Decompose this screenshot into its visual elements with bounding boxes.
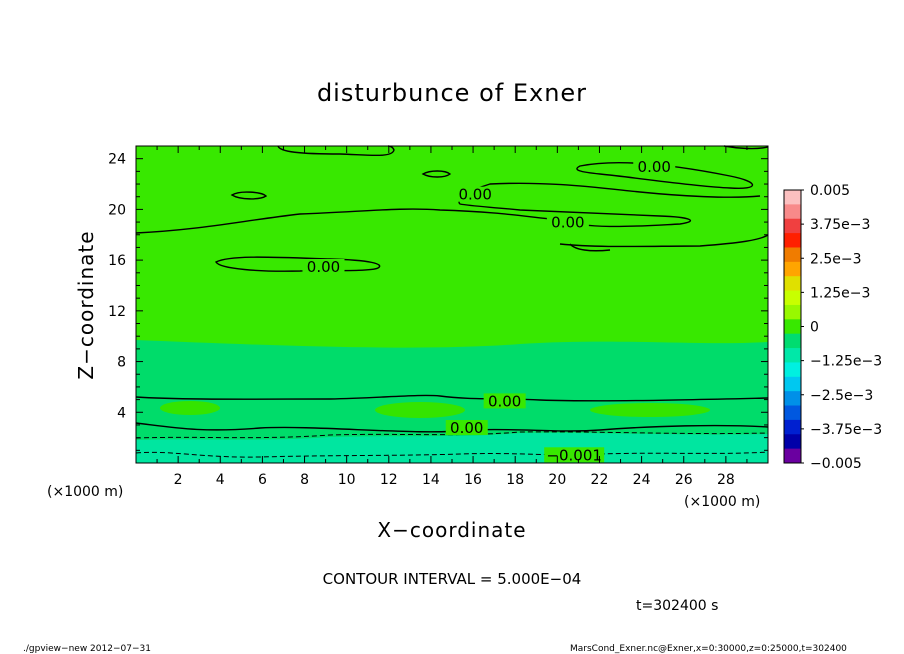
- y-tick-label: 24: [108, 152, 126, 168]
- contour-label-bg: [445, 420, 488, 436]
- x-tick-label: 4: [216, 472, 225, 488]
- plot-area: 0.00 0.00 −0.001 0.00 0.00 0.00 0.00: [135, 145, 769, 464]
- colorbar-swatch: [784, 319, 801, 335]
- colorbar-swatch: [784, 333, 801, 349]
- x-tick-label: 26: [675, 472, 693, 488]
- x-tick-label: 2: [174, 472, 183, 488]
- contour-label-bg: [544, 447, 605, 463]
- contour-line: [277, 145, 395, 157]
- x-tick-label: 18: [506, 472, 524, 488]
- contour-line: [135, 394, 769, 402]
- x-tick-label: 10: [338, 472, 356, 488]
- contour-line: [559, 234, 769, 248]
- contour-label: 0.00: [638, 158, 671, 176]
- x-tick-label: 20: [548, 472, 566, 488]
- y-tick-label: 12: [108, 304, 126, 320]
- contour-label: −0.001: [546, 446, 602, 464]
- colorbar-label: 1.25e−3: [810, 285, 870, 301]
- contour-label-bg: [454, 186, 497, 202]
- x-tick-label: 6: [258, 472, 267, 488]
- x-tick-label: 28: [717, 472, 735, 488]
- colorbar-swatch: [784, 218, 801, 234]
- colorbar-swatch: [784, 434, 801, 450]
- contour-line-negative: [135, 431, 769, 439]
- contour-line: [421, 170, 452, 178]
- colorbar-label: −0.005: [810, 456, 862, 472]
- contour-label: 0.00: [307, 258, 340, 276]
- contour-label: 0.00: [458, 186, 491, 204]
- contour-label-bg: [633, 158, 676, 174]
- colorbar-label: −3.75e−3: [810, 422, 882, 438]
- colorbar-label: −1.25e−3: [810, 354, 882, 370]
- colorbar-swatch: [784, 204, 801, 220]
- time-text: t=302400 s: [636, 598, 718, 614]
- colorbar-swatch: [784, 419, 801, 435]
- contour-label-bg: [546, 214, 589, 230]
- x-axis-label: X−coordinate: [377, 518, 526, 542]
- x-tick-label: 22: [591, 472, 609, 488]
- contour-label: 0.00: [450, 419, 483, 437]
- colorbar-label: 0: [810, 320, 819, 336]
- colorbar-swatch: [784, 391, 801, 407]
- x-tick-label: 16: [464, 472, 482, 488]
- colorbar-label: 0.005: [810, 183, 850, 199]
- y-tick-label: 8: [117, 355, 126, 371]
- field-patch: [375, 402, 465, 418]
- y-tick-label: 4: [117, 405, 126, 421]
- field-surface-band: [136, 432, 768, 463]
- contour-label: 0.00: [551, 214, 584, 232]
- field-patch: [590, 403, 710, 417]
- footer-right: MarsCond_Exner.nc@Exner,x=0:30000,z=0:25…: [570, 644, 847, 654]
- contour-line: [215, 256, 381, 272]
- x-unit-label-right: (×1000 m): [684, 494, 760, 510]
- x-tick-label: 8: [300, 472, 309, 488]
- x-tick-label: 14: [422, 472, 440, 488]
- contour-label-bg: [483, 393, 526, 409]
- contour-line: [569, 243, 611, 252]
- y-tick-label: 20: [108, 202, 126, 218]
- colorbar-swatch: [784, 376, 801, 392]
- contour-interval-text: CONTOUR INTERVAL = 5.000E−04: [323, 570, 582, 588]
- footer-left: ./gpview−new 2012−07−31: [23, 644, 151, 654]
- colorbar-label: 3.75e−3: [810, 217, 870, 233]
- contour-label-bg: [302, 258, 345, 274]
- x-unit-label-left: (×1000 m): [47, 484, 123, 500]
- colorbar-swatch: [784, 276, 801, 292]
- colorbar-label: 2.5e−3: [810, 251, 862, 267]
- colorbar-swatch: [784, 405, 801, 421]
- contour-label: 0.00: [488, 392, 521, 410]
- x-tick-label: 12: [380, 472, 398, 488]
- colorbar-swatch: [784, 190, 801, 205]
- colorbar-swatch: [784, 247, 801, 263]
- x-tick-label: 24: [633, 472, 651, 488]
- colorbar-swatch: [784, 448, 801, 464]
- contour-line: [230, 191, 268, 200]
- contour-line: [135, 182, 761, 234]
- colorbar-swatch: [784, 233, 801, 248]
- field-patch: [160, 401, 220, 415]
- y-tick-label: 16: [108, 253, 126, 269]
- colorbar-swatch: [784, 290, 801, 306]
- colorbar: [783, 189, 802, 464]
- colorbar-label: −2.5e−3: [810, 388, 873, 404]
- colorbar-swatch: [784, 362, 801, 378]
- y-axis-label: Z−coordinate: [74, 230, 98, 379]
- colorbar-swatch: [784, 261, 801, 277]
- colorbar-swatch: [784, 304, 801, 320]
- colorbar-swatch: [784, 348, 801, 363]
- chart-title: disturbunce of Exner: [317, 79, 587, 107]
